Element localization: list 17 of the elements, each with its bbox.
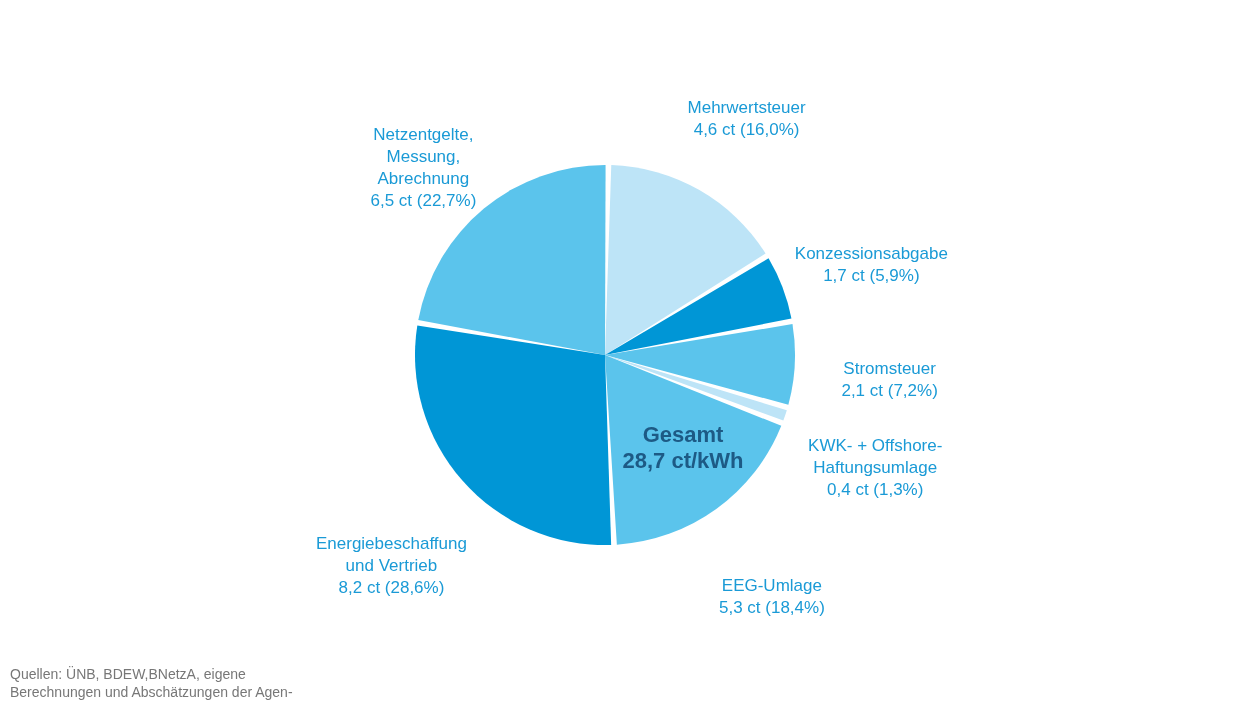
slice-label: Energiebeschaffung und Vertrieb xyxy=(315,533,467,575)
data-label: 5,3 ct (18,4%) xyxy=(718,598,825,618)
slice-label: Konzessionsabgabe xyxy=(794,243,948,263)
data-label: 1,7 ct (5,9%) xyxy=(823,265,920,285)
data-label: 8,2 ct (28,6%) xyxy=(338,577,445,597)
data-label: 4,6 ct (16,0%) xyxy=(693,119,800,139)
slice-label: KWK- + Offshore- Haftungsumlage xyxy=(808,435,943,477)
source-note: Quellen: ÜNB, BDEW,BNetzA, eigene Berechnungen und Abschätzungen der Agen- xyxy=(10,665,293,700)
pie-slice xyxy=(605,258,792,355)
slice-label: EEG-Umlage xyxy=(721,576,822,596)
slice-label: Mehrwertsteuer xyxy=(687,97,806,117)
slice-label: Netzentgelte, Messung, Abrechnung xyxy=(373,125,474,189)
slice-label: Stromsteuer xyxy=(843,359,937,379)
data-label: 0,4 ct (1,3%) xyxy=(827,479,924,499)
data-label: 2,1 ct (7,2%) xyxy=(841,381,938,401)
text: Gesamt 28,7 ct/kWh xyxy=(622,422,744,473)
data-label: 6,5 ct (22,7%) xyxy=(370,191,477,211)
